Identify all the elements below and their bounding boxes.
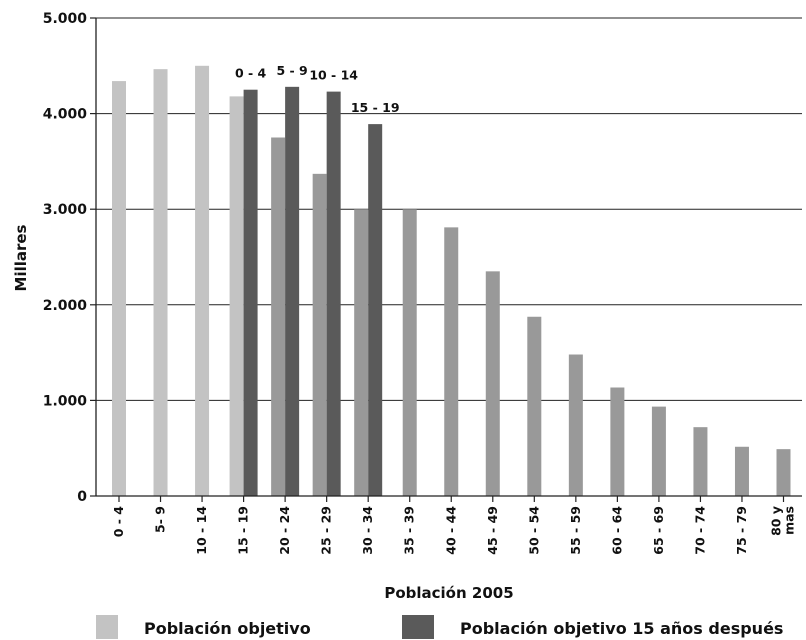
x-tick-label: 65 - 69 <box>651 506 666 555</box>
x-tick-labels: 0 - 4 5- 9 10 - 14 15 - 19 20 - 24 25 - 29 30 … <box>111 506 797 555</box>
x-tick-label: 50 - 54 <box>526 506 541 555</box>
bar-poblacion-objetivo <box>312 173 327 496</box>
x-tick-label: 60 - 64 <box>609 506 624 555</box>
bar-labels: 0 - 4 5 - 9 10 - 14 15 - 19 <box>235 63 400 115</box>
x-tick-label: 25 - 29 <box>319 506 334 555</box>
bar-data-label: 15 - 19 <box>351 100 400 115</box>
bar-poblacion-objetivo <box>776 449 791 496</box>
bar-poblacion-objetivo <box>195 65 210 497</box>
y-tick-label: 4.000 <box>43 107 88 123</box>
y-axis-label: Millares <box>12 224 30 291</box>
x-tick-label: 45 - 49 <box>485 506 500 555</box>
x-tick-label: 80 ymas <box>769 506 797 536</box>
y-tick-label: 2.000 <box>43 298 88 314</box>
x-axis-label: Población 2005 <box>384 584 513 602</box>
x-tick-label: 35 - 39 <box>402 506 417 555</box>
bar-poblacion-objetivo <box>354 209 369 496</box>
bar-poblacion-objetivo <box>153 69 168 497</box>
x-tick-label: 10 - 14 <box>194 506 209 555</box>
bar-poblacion-objetivo <box>734 446 749 496</box>
x-tick-label: 0 - 4 <box>111 506 126 538</box>
legend-label: Población objetivo <box>144 619 311 638</box>
bar-poblacion-objetivo <box>444 227 459 496</box>
bar-poblacion-objetivo <box>651 406 666 496</box>
x-tick-label: 40 - 44 <box>443 506 458 555</box>
bar-poblacion-objetivo <box>271 137 286 496</box>
bar-poblacion-15-anos-despues <box>368 124 383 496</box>
bar-poblacion-objetivo <box>485 271 500 496</box>
y-tick-label: 5.000 <box>43 11 88 27</box>
legend-swatch <box>96 615 118 639</box>
bar-poblacion-objetivo <box>568 354 583 496</box>
bar-data-label: 0 - 4 <box>235 66 267 81</box>
x-tick-label: 20 - 24 <box>277 506 292 555</box>
bar-poblacion-objetivo <box>229 96 244 496</box>
bar-poblacion-15-anos-despues <box>243 89 258 496</box>
bar-poblacion-objetivo <box>527 316 542 496</box>
y-tick-label: 1.000 <box>43 393 88 409</box>
legend-label: Población objetivo 15 años después <box>460 619 783 638</box>
x-tick-label: 75 - 79 <box>734 506 749 555</box>
x-tick-label: 15 - 19 <box>236 506 251 555</box>
bars-group <box>112 65 791 497</box>
y-tick-labels: 0 1.000 2.000 3.000 4.000 5.000 <box>43 11 88 505</box>
axes-group <box>95 18 802 502</box>
bar-poblacion-objetivo <box>693 427 708 496</box>
x-tick-label: 55 - 59 <box>568 506 583 555</box>
grid-lines <box>90 17 802 497</box>
x-tick-label: 5- 9 <box>153 506 168 533</box>
bar-data-label: 5 - 9 <box>276 63 307 78</box>
bar-poblacion-objetivo <box>112 81 126 496</box>
y-tick-label: 3.000 <box>43 202 88 218</box>
bar-poblacion-15-anos-despues <box>326 91 341 496</box>
legend-swatch <box>402 615 434 639</box>
bar-poblacion-objetivo <box>610 387 625 496</box>
bar-poblacion-objetivo <box>402 209 417 496</box>
legend: Población objetivo Población objetivo 15 … <box>96 615 783 639</box>
x-tick-label: 70 - 74 <box>692 506 707 555</box>
bar-poblacion-15-anos-despues <box>285 86 300 496</box>
x-tick-label: 30 - 34 <box>360 506 375 555</box>
bar-data-label: 10 - 14 <box>309 68 358 83</box>
y-tick-label: 0 <box>77 489 87 505</box>
